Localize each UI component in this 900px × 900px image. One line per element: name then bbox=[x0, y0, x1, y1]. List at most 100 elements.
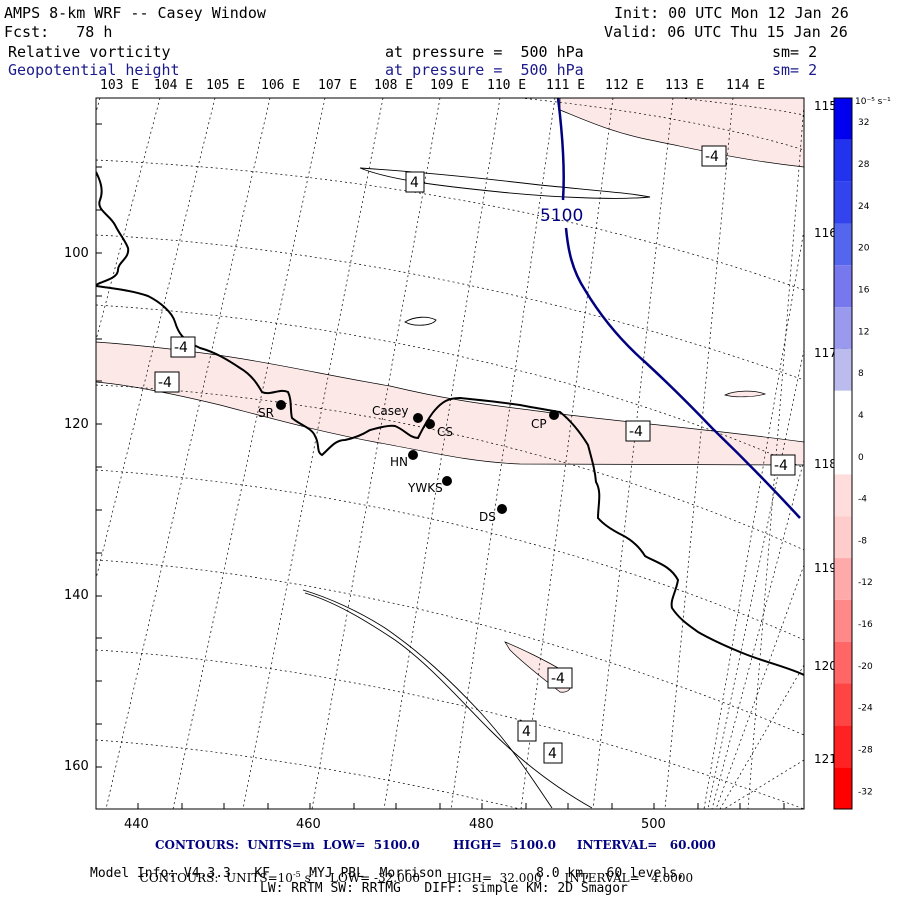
parallel-line bbox=[519, 98, 804, 151]
parallel-line bbox=[96, 234, 804, 381]
footer-height-contours: CONTOURS: UNITS=m LOW= 5100.0 HIGH= 5100… bbox=[155, 838, 716, 852]
lon-label: 104 E bbox=[154, 78, 194, 93]
station-dot-cs bbox=[425, 419, 435, 429]
contour-label-pos-2: 4 bbox=[517, 720, 537, 742]
colorbar-segment bbox=[834, 432, 852, 475]
lon-label: 103 E bbox=[100, 78, 140, 93]
meridian-line bbox=[383, 98, 501, 809]
contour-label-neg-4: -4 bbox=[625, 420, 651, 442]
colorbar-tick-label: 32 bbox=[858, 118, 869, 128]
contour-label-neg-3: -4 bbox=[154, 371, 180, 393]
station-label-cp: CP bbox=[531, 417, 547, 431]
colorbar-segment bbox=[834, 348, 852, 391]
negative-vorticity-regions bbox=[96, 98, 804, 693]
svg-text:-4: -4 bbox=[551, 671, 565, 687]
neg-band-main bbox=[96, 341, 804, 466]
contour-label-neg-1: -4 bbox=[701, 145, 727, 167]
contour-label-neg-5: -4 bbox=[770, 454, 796, 476]
colorbar-segment bbox=[834, 516, 852, 559]
colorbar-segment bbox=[834, 558, 852, 600]
lon-label: 112 E bbox=[605, 78, 645, 93]
y-tick-label: 100 bbox=[64, 246, 89, 261]
colorbar-tick-label: 20 bbox=[858, 244, 870, 254]
valid-time: Valid: 06 UTC Thu 15 Jan 26 bbox=[604, 23, 848, 41]
colorbar-segment bbox=[834, 139, 852, 182]
neg-band-top bbox=[559, 98, 804, 168]
field1-name: Relative vorticity bbox=[8, 43, 171, 61]
meridian-line bbox=[96, 98, 161, 342]
lon-label: 108 E bbox=[374, 78, 414, 93]
meridian-line bbox=[172, 98, 326, 809]
parallel-line bbox=[679, 98, 804, 116]
meridian-line bbox=[707, 349, 804, 809]
field1-smoothing: sm= 2 bbox=[772, 43, 818, 61]
colorbar-tick-label: 28 bbox=[858, 160, 870, 170]
field2-smoothing: sm= 2 bbox=[772, 61, 818, 79]
positive-vorticity-contours bbox=[302, 167, 651, 809]
colorbar-segment bbox=[834, 390, 852, 433]
meridian-line bbox=[105, 98, 271, 809]
meridian-line bbox=[719, 664, 804, 809]
colorbar-tick-label: 4 bbox=[858, 411, 864, 421]
height-contour-label: 5100 bbox=[540, 206, 583, 226]
colorbar-tick-label: 8 bbox=[858, 369, 864, 379]
lon-label: 109 E bbox=[430, 78, 470, 93]
colorbar-tick-label: 12 bbox=[858, 327, 869, 337]
colorbar-tick-label: 0 bbox=[858, 453, 864, 463]
colorbar-segment bbox=[834, 599, 852, 642]
lon-label: 107 E bbox=[318, 78, 358, 93]
init-time: Init: 00 UTC Mon 12 Jan 26 bbox=[614, 4, 849, 22]
svg-text:4: 4 bbox=[410, 175, 419, 191]
parallel-line bbox=[96, 384, 804, 551]
colorbar-segment bbox=[834, 223, 852, 266]
svg-text:-4: -4 bbox=[774, 458, 788, 474]
plot-title: AMPS 8-km WRF -- Casey Window bbox=[4, 4, 266, 22]
svg-text:-4: -4 bbox=[629, 424, 643, 440]
meridian-line bbox=[311, 98, 441, 809]
station-dot-hn bbox=[408, 450, 418, 460]
contour-label-neg-2: -4 bbox=[170, 336, 196, 358]
x-tick-label: 500 bbox=[641, 817, 666, 832]
neg-blob-small bbox=[724, 390, 767, 398]
forecast-hour: Fcst: 78 h bbox=[4, 23, 113, 41]
station-dot-cp bbox=[549, 410, 559, 420]
colorbar-segment bbox=[834, 98, 852, 140]
colorbar-tick-label: -12 bbox=[858, 578, 873, 588]
colorbar-tick-label: 16 bbox=[858, 285, 870, 295]
meridian-line bbox=[711, 459, 804, 809]
station-dot-ywks bbox=[442, 476, 452, 486]
colorbar-frame bbox=[833, 97, 853, 810]
station-dot-casey bbox=[413, 413, 423, 423]
svg-text:-4: -4 bbox=[174, 340, 188, 356]
station-dot-ds bbox=[497, 504, 507, 514]
colorbar-tick-label: -28 bbox=[858, 746, 873, 756]
colorbar-tick-label: -32 bbox=[858, 787, 873, 797]
colorbar-segment bbox=[834, 725, 852, 768]
meridian-line bbox=[592, 98, 674, 809]
station-label-casey: Casey bbox=[372, 404, 408, 418]
x-tick-label: 480 bbox=[469, 817, 494, 832]
field2-name: Geopotential height bbox=[8, 61, 180, 79]
parallel-line bbox=[96, 559, 804, 736]
lat-lon-grid bbox=[96, 98, 804, 809]
footer-model-info: Model Info: V4.3.3 KF MYJ PBL Morrison 8… bbox=[90, 866, 685, 881]
colorbar-units: 10⁻⁵ s⁻¹ bbox=[855, 97, 891, 107]
parallel-line bbox=[96, 304, 804, 469]
station-label-sr: SR bbox=[258, 406, 274, 420]
axis-ticks bbox=[95, 123, 785, 809]
svg-text:-4: -4 bbox=[158, 375, 172, 391]
x-tick-label: 440 bbox=[124, 817, 149, 832]
y-tick-label: 160 bbox=[64, 759, 89, 774]
meridian-line bbox=[723, 759, 804, 809]
colorbar-segment bbox=[834, 181, 852, 224]
colorbar-tick-label: -4 bbox=[858, 495, 867, 505]
x-tick-label: 460 bbox=[296, 817, 321, 832]
station-label-cs: CS bbox=[437, 425, 453, 439]
colorbar-tick-label: 24 bbox=[858, 202, 870, 212]
station-label-hn: HN bbox=[390, 455, 408, 469]
colorbar-tick-label: -16 bbox=[858, 620, 873, 630]
meridian-line bbox=[715, 564, 804, 809]
lon-label: 113 E bbox=[665, 78, 705, 93]
lon-label: 105 E bbox=[206, 78, 246, 93]
